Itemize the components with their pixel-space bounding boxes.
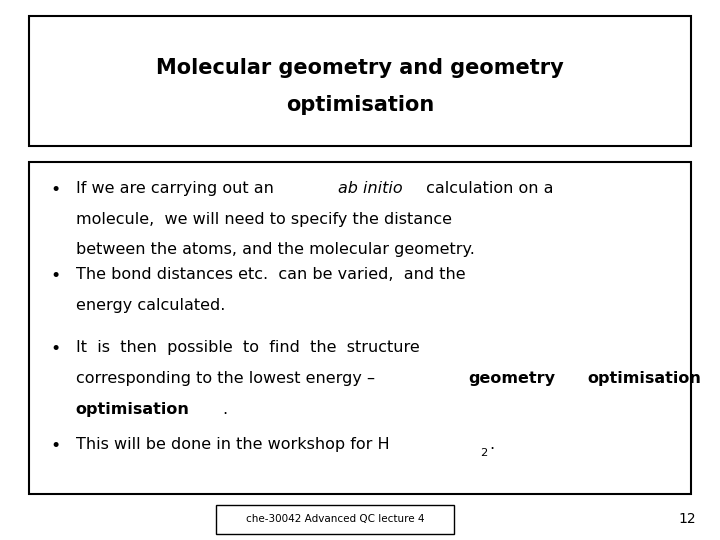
Text: corresponding to the lowest energy –: corresponding to the lowest energy – (76, 371, 379, 386)
Text: molecule,  we will need to specify the distance: molecule, we will need to specify the di… (76, 212, 451, 227)
Text: The bond distances etc.  can be varied,  and the: The bond distances etc. can be varied, a… (76, 267, 465, 282)
Text: •: • (50, 181, 60, 199)
Text: 12: 12 (679, 512, 696, 526)
FancyBboxPatch shape (216, 505, 454, 534)
Text: 2: 2 (480, 448, 487, 458)
FancyBboxPatch shape (29, 16, 691, 146)
Text: energy calculated.: energy calculated. (76, 298, 225, 313)
Text: calculation on a: calculation on a (421, 181, 554, 196)
Text: optimisation: optimisation (286, 95, 434, 116)
Text: If we are carrying out an: If we are carrying out an (76, 181, 279, 196)
Text: ab initio: ab initio (338, 181, 402, 196)
Text: optimisation: optimisation (76, 402, 189, 417)
FancyBboxPatch shape (29, 162, 691, 494)
Text: between the atoms, and the molecular geometry.: between the atoms, and the molecular geo… (76, 242, 474, 258)
Text: .: . (490, 437, 495, 453)
Text: This will be done in the workshop for H: This will be done in the workshop for H (76, 437, 390, 453)
Text: .: . (222, 402, 228, 417)
Text: •: • (50, 267, 60, 285)
Text: •: • (50, 340, 60, 358)
Text: che-30042 Advanced QC lecture 4: che-30042 Advanced QC lecture 4 (246, 515, 424, 524)
Text: It  is  then  possible  to  find  the  structure: It is then possible to find the structur… (76, 340, 419, 355)
Text: •: • (50, 437, 60, 455)
Text: optimisation: optimisation (588, 371, 701, 386)
Text: Molecular geometry and geometry: Molecular geometry and geometry (156, 57, 564, 78)
Text: geometry: geometry (468, 371, 555, 386)
